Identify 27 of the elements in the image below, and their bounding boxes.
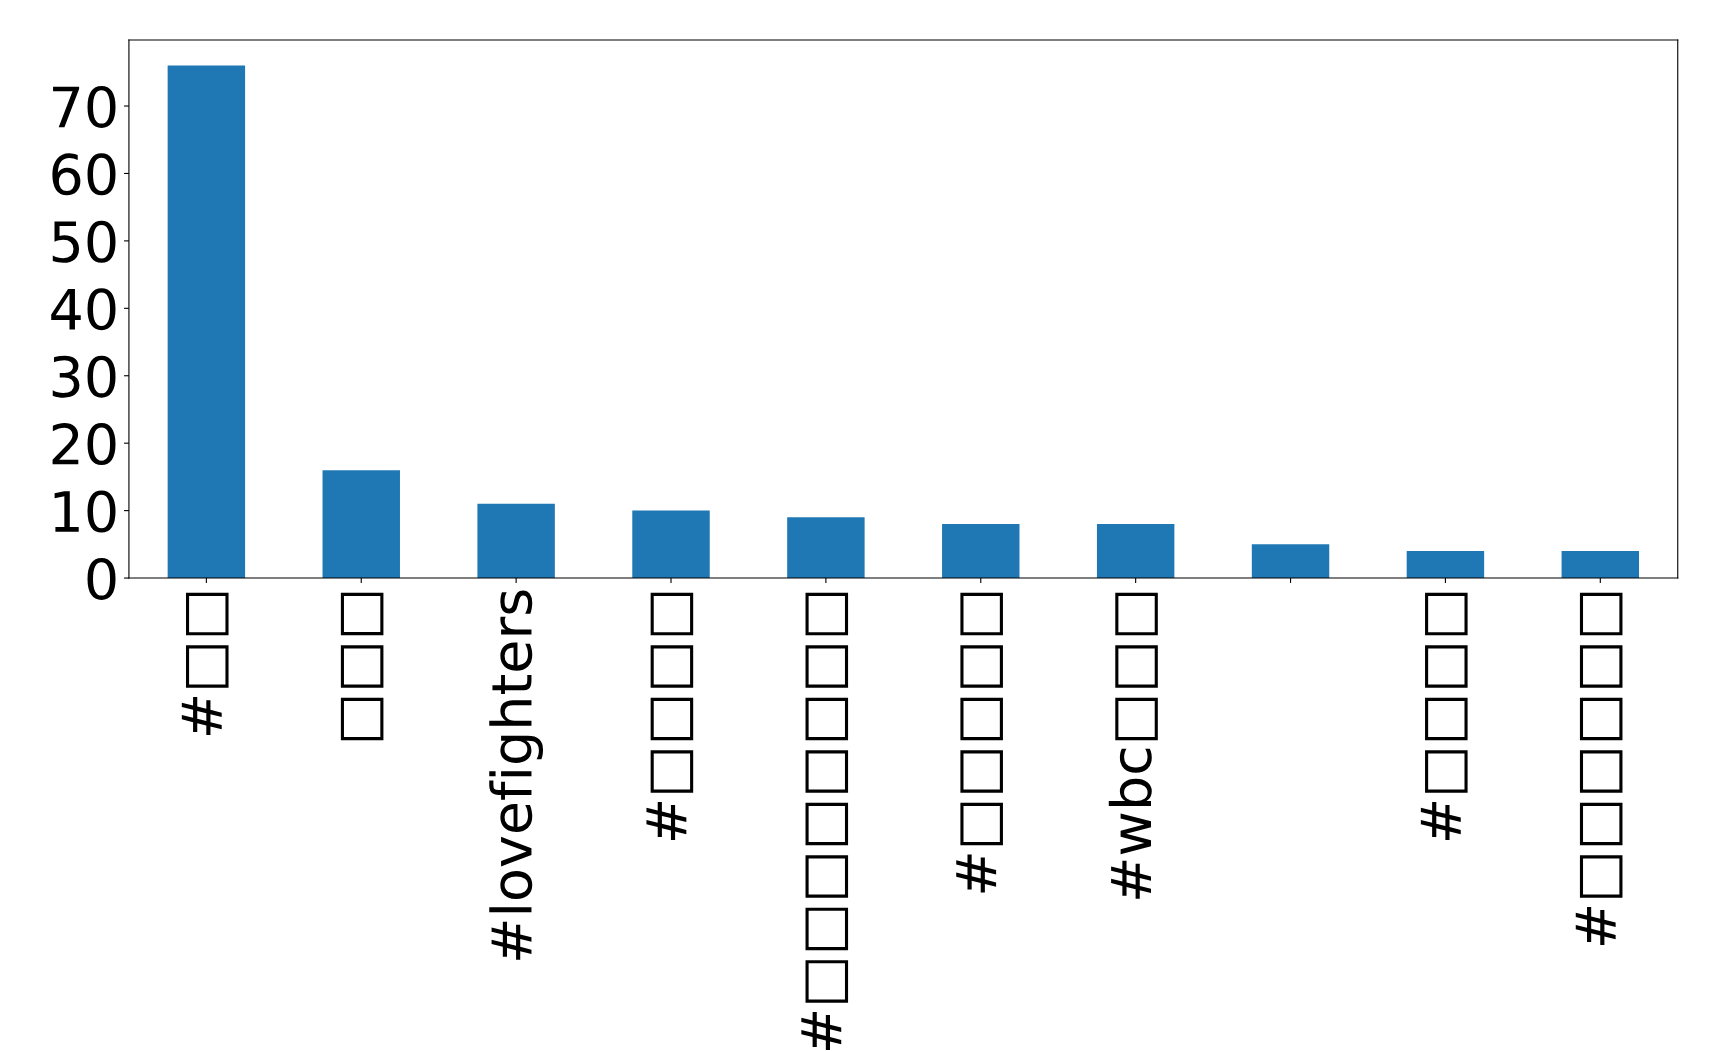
bar (942, 524, 1020, 579)
bar (632, 510, 710, 579)
x-tick-label: #□□ (181, 592, 229, 736)
y-tick-label: 10 (54, 490, 116, 533)
bar (477, 503, 555, 579)
y-tick-label: 30 (52, 355, 116, 398)
y-tick-label: 20 (52, 423, 116, 466)
y-tick-label: 50 (52, 220, 116, 263)
bar (1251, 544, 1330, 579)
x-tick-label: #□□□□ (646, 592, 694, 840)
y-tick-label: 60 (52, 153, 116, 196)
y-tick-label: 70 (53, 85, 116, 128)
bar (1096, 524, 1175, 579)
y-tick-label: 40 (51, 288, 116, 331)
x-tick-label: #wbc□□□ (1108, 592, 1158, 899)
bar (322, 470, 400, 579)
bar (1406, 551, 1485, 579)
x-tick-label: #□□□□□ (956, 592, 1003, 893)
x-tick-label: #□□□□ (1420, 592, 1468, 840)
x-tick-label: #□□□□□□□□ (801, 592, 849, 1050)
x-tick-label: #□□□□□□ (1575, 592, 1623, 945)
x-tick-label: □□□ (340, 592, 384, 741)
bar (787, 517, 865, 579)
y-tick-label: 0 (87, 557, 116, 600)
bar (167, 65, 246, 579)
bar (1561, 551, 1640, 579)
x-tick-label: #lovefighters (489, 590, 544, 960)
